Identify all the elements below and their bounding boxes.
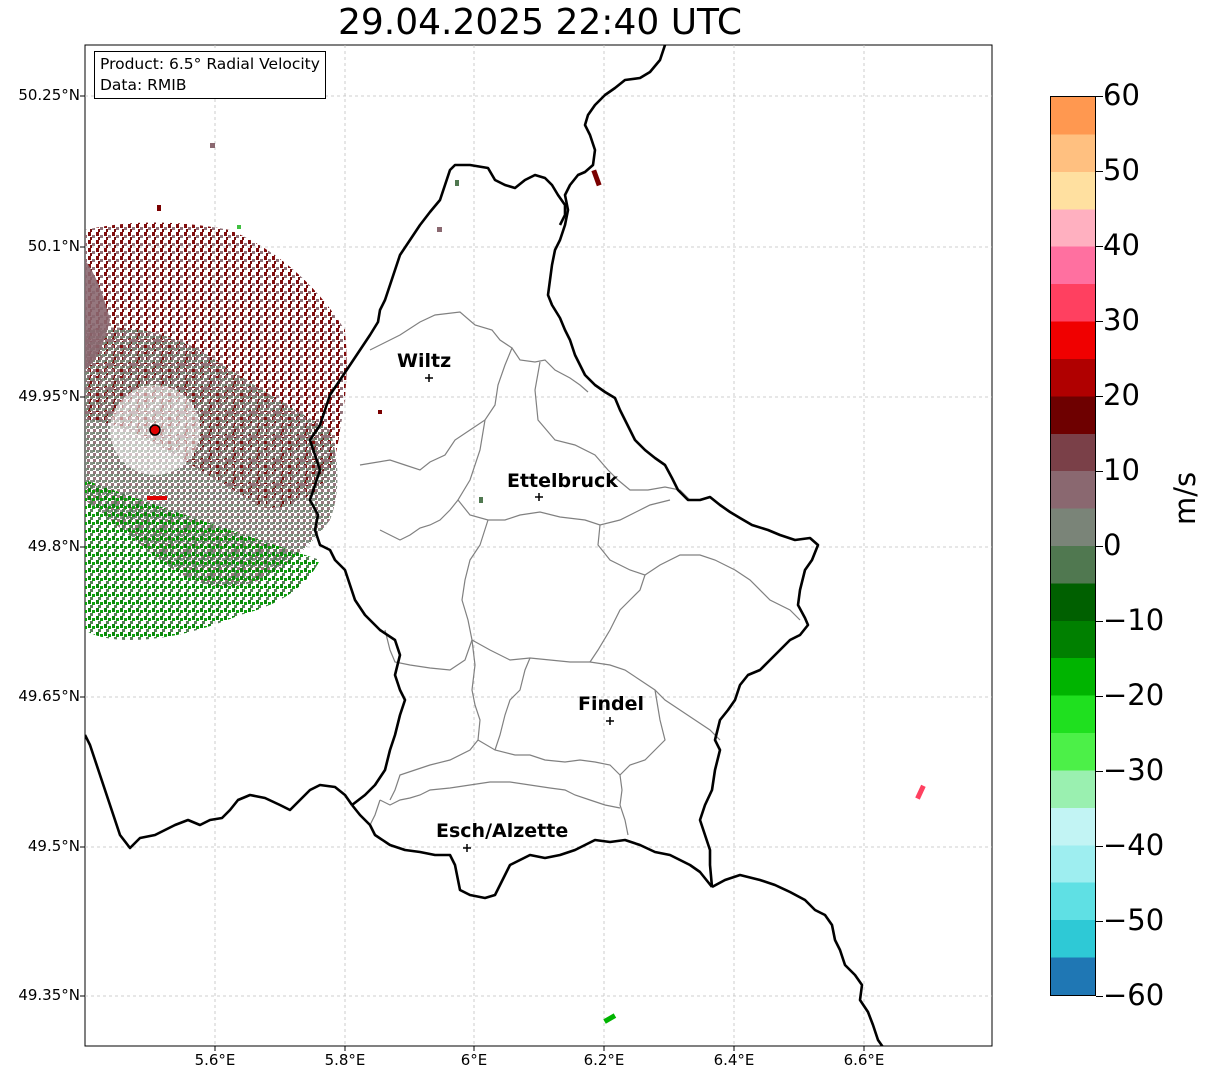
colorbar-tick-label: 10: [1103, 453, 1140, 487]
town-label-esch-alzette: Esch/Alzette: [436, 820, 569, 842]
colorbar-tick-label: −20: [1103, 678, 1165, 712]
colorbar-tick-mark: [1096, 321, 1103, 322]
lat-label: 49.95°N: [18, 387, 80, 405]
colorbar-tick-label: 30: [1103, 303, 1140, 337]
radar-site-marker[interactable]: [149, 424, 161, 436]
colorbar-tick-mark: [1096, 846, 1103, 847]
lon-label: 6.2°E: [583, 1051, 625, 1069]
radar-echoes: [85, 143, 926, 1024]
data-source-label: Data: RMIB: [100, 76, 187, 94]
lat-label: 49.5°N: [27, 837, 80, 855]
colorbar-tick-mark: [1096, 171, 1103, 172]
product-info-box: Product: 6.5° Radial Velocity Data: RMIB: [94, 51, 326, 99]
colorbar-tick-mark: [1096, 96, 1103, 97]
lon-label: 6.6°E: [843, 1051, 885, 1069]
lon-label: 6°E: [460, 1051, 488, 1069]
colorbar-tick-label: 50: [1103, 153, 1140, 187]
map-title: 29.04.2025 22:40 UTC: [337, 2, 743, 43]
colorbar-tick-mark: [1096, 396, 1103, 397]
colorbar-tick-label: 20: [1103, 378, 1140, 412]
lat-label: 50.25°N: [18, 86, 80, 104]
colorbar-tick-label: −10: [1103, 603, 1165, 637]
colorbar-unit-label: m/s: [1168, 471, 1202, 525]
lat-label: 49.35°N: [18, 986, 80, 1004]
colorbar-tick-mark: [1096, 771, 1103, 772]
colorbar-tick-mark: [1096, 246, 1103, 247]
axis-ticks: [80, 95, 865, 1051]
town-label-findel: Findel: [578, 693, 645, 715]
product-label: Product: 6.5° Radial Velocity: [100, 55, 320, 73]
lat-label: 49.65°N: [18, 687, 80, 705]
lon-label: 5.6°E: [194, 1051, 236, 1069]
town-label-wiltz: Wiltz: [397, 350, 452, 372]
country-borders: [85, 45, 884, 1046]
colorbar-tick-mark: [1096, 921, 1103, 922]
colorbar-tick-mark: [1096, 996, 1103, 997]
canton-borders: [359, 311, 801, 836]
colorbar-tick-label: −50: [1103, 903, 1165, 937]
colorbar-tick-mark: [1096, 696, 1103, 697]
colorbar-tick-label: 40: [1103, 228, 1140, 262]
town-label-ettelbruck: Ettelbruck: [507, 470, 618, 492]
colorbar-tick-mark: [1096, 471, 1103, 472]
lat-label: 49.8°N: [27, 537, 80, 555]
colorbar-tick-label: 60: [1103, 78, 1140, 112]
lat-label: 50.1°N: [27, 237, 80, 255]
colorbar-tick-label: −60: [1103, 978, 1165, 1012]
colorbar-tick-mark: [1096, 621, 1103, 622]
colorbar-tick-label: 0: [1103, 528, 1122, 562]
lon-label: 5.8°E: [324, 1051, 366, 1069]
town-markers: [425, 374, 614, 852]
lon-label: 6.4°E: [713, 1051, 755, 1069]
colorbar-tick-label: −40: [1103, 828, 1165, 862]
colorbar-tick-mark: [1096, 546, 1103, 547]
colorbar: [1050, 96, 1096, 996]
colorbar-tick-label: −30: [1103, 753, 1165, 787]
